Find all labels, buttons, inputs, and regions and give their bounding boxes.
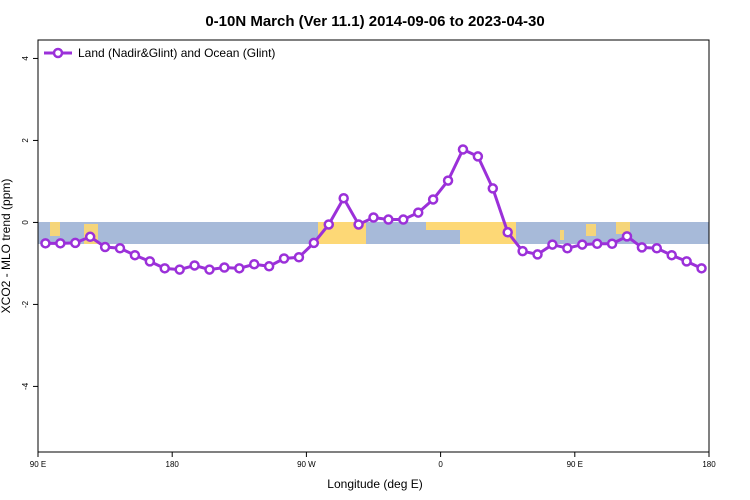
x-axis-label: Longitude (deg E) xyxy=(327,477,422,491)
plot-frame xyxy=(37,39,710,453)
data-point xyxy=(174,264,185,275)
data-point xyxy=(398,214,409,225)
map-strip xyxy=(38,222,709,244)
data-point xyxy=(681,256,692,267)
x-tick-label: 0 xyxy=(438,460,443,469)
data-point xyxy=(368,212,379,223)
data-point xyxy=(278,253,290,264)
data-point xyxy=(55,238,66,249)
data-point xyxy=(651,243,663,254)
y-tick-label: -2 xyxy=(21,300,30,308)
data-point xyxy=(204,264,215,275)
x-tick-label: 90 E xyxy=(30,460,46,469)
x-tick-label: 180 xyxy=(166,460,180,469)
data-point xyxy=(144,256,156,267)
data-point xyxy=(547,239,558,250)
legend-label: Land (Nadir&Glint) and Ocean (Glint) xyxy=(78,46,275,60)
data-point xyxy=(487,183,499,194)
y-tick-label: -4 xyxy=(21,382,30,390)
data-point xyxy=(666,249,677,261)
data-point xyxy=(323,219,335,230)
data-point xyxy=(502,227,513,238)
data-point xyxy=(636,242,648,253)
data-point xyxy=(219,262,230,273)
y-axis-label: XCO2 - MLO trend (ppm) xyxy=(0,179,13,314)
data-point xyxy=(70,237,81,249)
x-tick-label: 180 xyxy=(702,460,716,469)
data-point xyxy=(383,214,394,225)
data-point xyxy=(517,245,528,257)
data-point xyxy=(248,258,260,270)
y-tick-label: 0 xyxy=(21,220,30,225)
data-point xyxy=(606,238,618,249)
data-point xyxy=(532,249,543,260)
data-point xyxy=(234,263,245,274)
data-point xyxy=(472,151,484,162)
data-point xyxy=(293,252,305,263)
data-point xyxy=(84,231,96,243)
data-point xyxy=(591,238,603,249)
data-point xyxy=(129,249,141,261)
data-point xyxy=(696,263,707,274)
x-tick-label: 90 W xyxy=(297,460,316,469)
legend-marker xyxy=(52,47,64,59)
data-point xyxy=(338,192,349,204)
data-point xyxy=(562,243,573,254)
data-point xyxy=(577,239,588,250)
data-point xyxy=(621,231,633,242)
data-point xyxy=(159,263,170,274)
data-point xyxy=(189,260,200,271)
data-point xyxy=(40,238,51,249)
data-point xyxy=(427,194,439,205)
data-point xyxy=(457,144,469,155)
data-point xyxy=(353,219,364,230)
data-point xyxy=(99,241,111,253)
data-point xyxy=(412,207,424,218)
y-tick-label: 2 xyxy=(21,138,30,143)
data-point xyxy=(114,243,126,254)
data-point xyxy=(308,237,320,249)
x-tick-label: 90 E xyxy=(567,460,583,469)
data-point xyxy=(263,261,275,272)
y-tick-label: 4 xyxy=(21,56,30,61)
series-line xyxy=(45,147,703,272)
data-point xyxy=(442,175,454,186)
chart-title: 0-10N March (Ver 11.1) 2014-09-06 to 202… xyxy=(205,13,544,30)
